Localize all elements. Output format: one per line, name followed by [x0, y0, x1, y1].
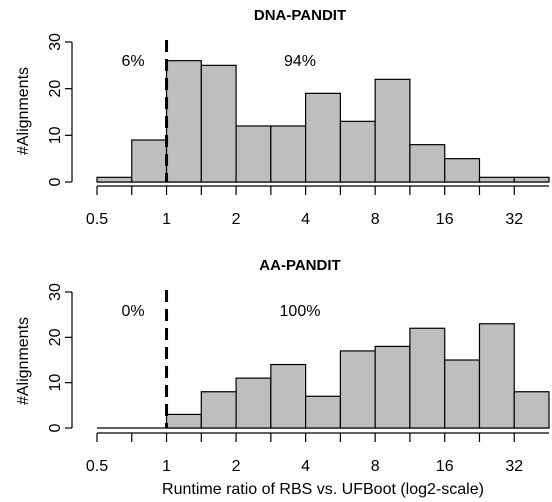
y-tick-label: 0 — [47, 177, 64, 186]
annotation-above-cutoff: 100% — [280, 303, 321, 320]
x-axis-label: Runtime ratio of RBS vs. UFBoot (log2-sc… — [162, 481, 484, 498]
histogram-bar — [96, 176, 133, 183]
histogram-bar — [270, 363, 307, 429]
x-tick-label: 0.5 — [86, 211, 108, 228]
y-tick-label: 10 — [47, 374, 64, 392]
x-tick-label: 2 — [232, 458, 241, 475]
histogram-bar — [270, 125, 307, 183]
x-tick-label: 8 — [371, 458, 380, 475]
y-tick-label: 30 — [47, 283, 64, 301]
x-tick-label: 32 — [505, 458, 523, 475]
histogram-bar — [165, 60, 202, 183]
panel-title: DNA-PANDIT — [254, 7, 346, 24]
x-tick-label: 2 — [232, 211, 241, 228]
aa-pandit-panel: AA-PANDIT #Alignments 0% 100% Runtime ra… — [15, 257, 550, 498]
panel-title: AA-PANDIT — [259, 257, 340, 274]
histogram-bar — [374, 345, 411, 429]
histogram-bar — [513, 176, 550, 183]
x-tick-label: 16 — [436, 211, 454, 228]
y-tick-label: 30 — [47, 33, 64, 51]
x-tick-label: 4 — [301, 458, 310, 475]
x-tick-label: 1 — [162, 211, 171, 228]
x-tick-label: 32 — [505, 211, 523, 228]
histogram-bar — [305, 92, 341, 183]
y-tick-label: 10 — [47, 126, 64, 144]
y-axis-label: #Alignments — [15, 67, 32, 155]
x-tick-label: 1 — [162, 458, 171, 475]
y-axis-label: #Alignments — [15, 317, 32, 405]
histogram-bar — [200, 64, 237, 183]
x-tick-label: 4 — [301, 211, 310, 228]
histogram-bar — [165, 413, 202, 429]
annotation-below-cutoff: 0% — [121, 303, 144, 320]
histogram-bar — [200, 391, 237, 429]
histogram-bar — [409, 144, 446, 183]
dna-pandit-panel: DNA-PANDIT #Alignments 6% 94% 0 10 20 30 0.5… — [15, 7, 550, 228]
y-tick-label: 20 — [47, 328, 64, 346]
histogram-bar — [478, 176, 515, 183]
histogram-bar — [444, 359, 481, 429]
histogram-bar — [235, 125, 272, 183]
annotation-below-cutoff: 6% — [121, 53, 144, 70]
histogram-bar — [131, 139, 168, 183]
y-tick-label: 20 — [47, 80, 64, 98]
x-tick-label: 0.5 — [86, 458, 108, 475]
histogram-bar — [478, 323, 515, 429]
histogram-bar — [305, 395, 341, 429]
x-tick-label: 16 — [436, 458, 454, 475]
histogram-bar — [374, 78, 411, 183]
histogram-bar — [513, 391, 550, 429]
histogram-bar — [444, 158, 481, 183]
histogram-bar — [339, 350, 376, 429]
histogram-bar — [339, 120, 376, 183]
annotation-above-cutoff: 94% — [284, 53, 316, 70]
histogram-bar — [409, 327, 446, 429]
histogram-bar — [235, 377, 272, 429]
x-tick-label: 8 — [371, 211, 380, 228]
y-tick-label: 0 — [47, 423, 64, 432]
